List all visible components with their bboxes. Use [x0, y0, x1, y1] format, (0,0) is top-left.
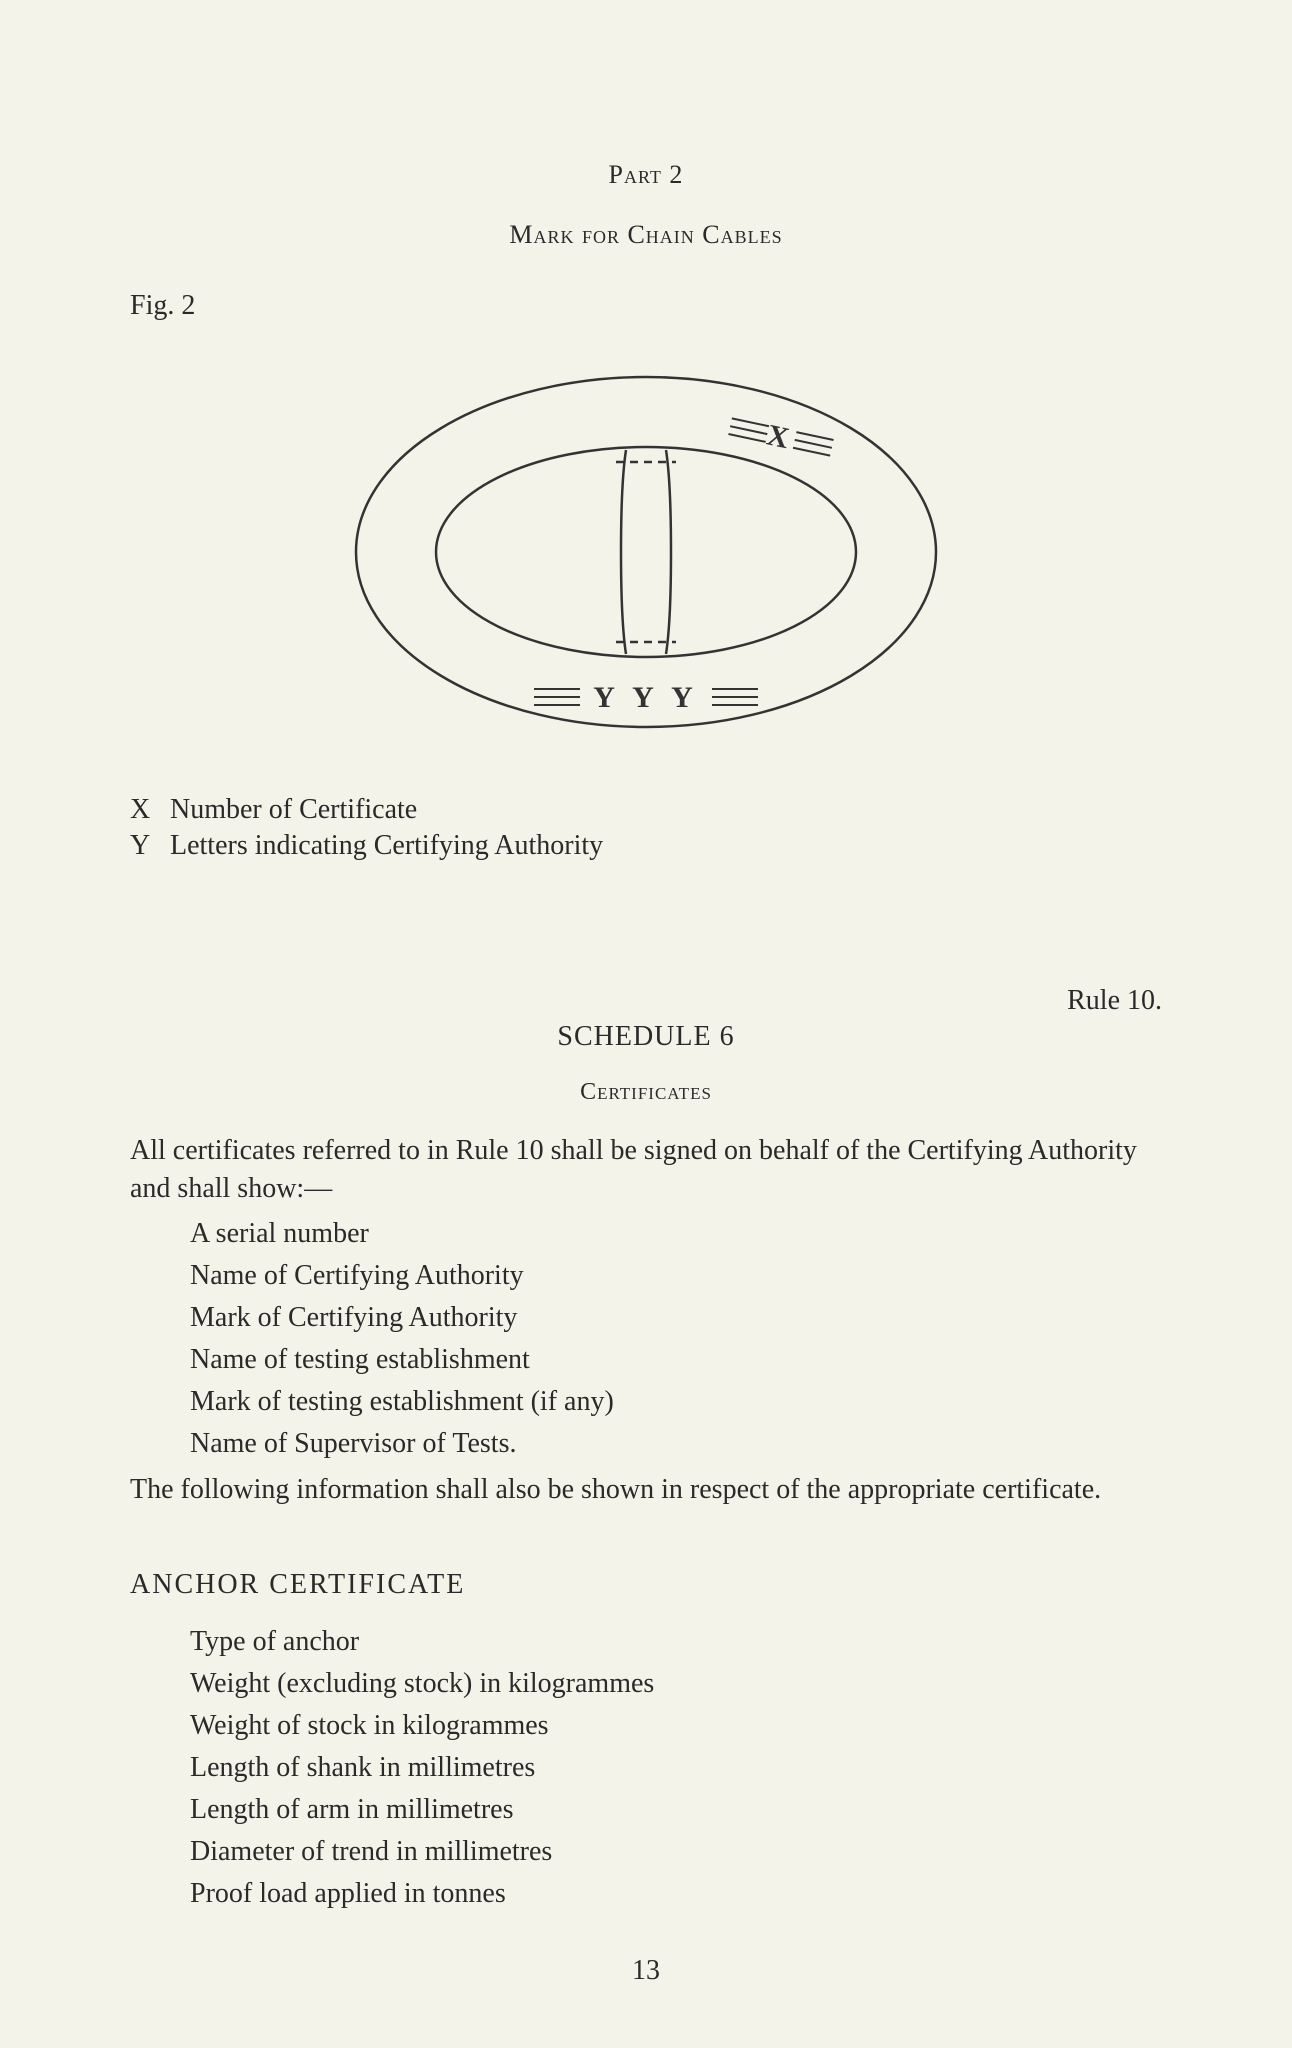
list-item: Weight of stock in kilogrammes — [190, 1705, 1162, 1747]
list-item: Name of Supervisor of Tests. — [190, 1423, 1162, 1465]
list-item: Weight (excluding stock) in kilogrammes — [190, 1663, 1162, 1705]
legend-key-x: X — [130, 792, 170, 828]
figure-label: Fig. 2 — [130, 290, 1162, 322]
mark-x: X — [764, 418, 798, 456]
list-item: Length of arm in millimetres — [190, 1789, 1162, 1831]
mark-y: Y Y Y — [593, 681, 699, 714]
figure-legend: X Number of Certificate Y Letters indica… — [130, 792, 1162, 865]
certificates-heading: Certificates — [130, 1079, 1162, 1106]
list-item: Mark of Certifying Authority — [190, 1297, 1162, 1339]
list-item: Type of anchor — [190, 1621, 1162, 1663]
section-title: Mark for Chain Cables — [130, 220, 1162, 250]
list-item: A serial number — [190, 1213, 1162, 1255]
list-item: Length of shank in millimetres — [190, 1747, 1162, 1789]
page-number: 13 — [130, 1955, 1162, 1987]
list-item: Diameter of trend in millimetres — [190, 1831, 1162, 1873]
list-item: Name of testing establishment — [190, 1339, 1162, 1381]
part-label: Part 2 — [130, 160, 1162, 190]
list-item: Name of Certifying Authority — [190, 1255, 1162, 1297]
document-page: Part 2 Mark for Chain Cables Fig. 2 X — [0, 0, 1292, 2048]
legend-desc-y: Letters indicating Certifying Authority — [170, 828, 603, 864]
schedule-intro: All certificates referred to in Rule 10 … — [130, 1132, 1162, 1208]
legend-key-y: Y — [130, 828, 170, 864]
list-item: Proof load applied in tonnes — [190, 1873, 1162, 1915]
anchor-list: Type of anchor Weight (excluding stock) … — [130, 1621, 1162, 1915]
anchor-certificate-heading: ANCHOR CERTIFICATE — [130, 1569, 1162, 1601]
schedule-list: A serial number Name of Certifying Autho… — [130, 1213, 1162, 1465]
schedule-heading: SCHEDULE 6 — [130, 1021, 1162, 1053]
chain-link-figure: X Y Y Y — [130, 342, 1162, 762]
rule-reference: Rule 10. — [130, 985, 1162, 1017]
legend-desc-x: Number of Certificate — [170, 792, 417, 828]
list-item: Mark of testing establishment (if any) — [190, 1381, 1162, 1423]
schedule-followup: The following information shall also be … — [130, 1471, 1162, 1509]
